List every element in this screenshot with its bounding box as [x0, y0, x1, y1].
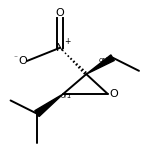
- Text: O: O: [18, 56, 27, 66]
- Text: or1: or1: [99, 57, 110, 63]
- Text: or1: or1: [61, 93, 72, 98]
- Polygon shape: [86, 55, 114, 74]
- Text: N: N: [56, 43, 64, 53]
- Text: O: O: [110, 89, 118, 99]
- Text: ⁻: ⁻: [13, 53, 17, 62]
- Polygon shape: [35, 94, 63, 117]
- Text: +: +: [64, 37, 71, 46]
- Text: O: O: [56, 8, 64, 18]
